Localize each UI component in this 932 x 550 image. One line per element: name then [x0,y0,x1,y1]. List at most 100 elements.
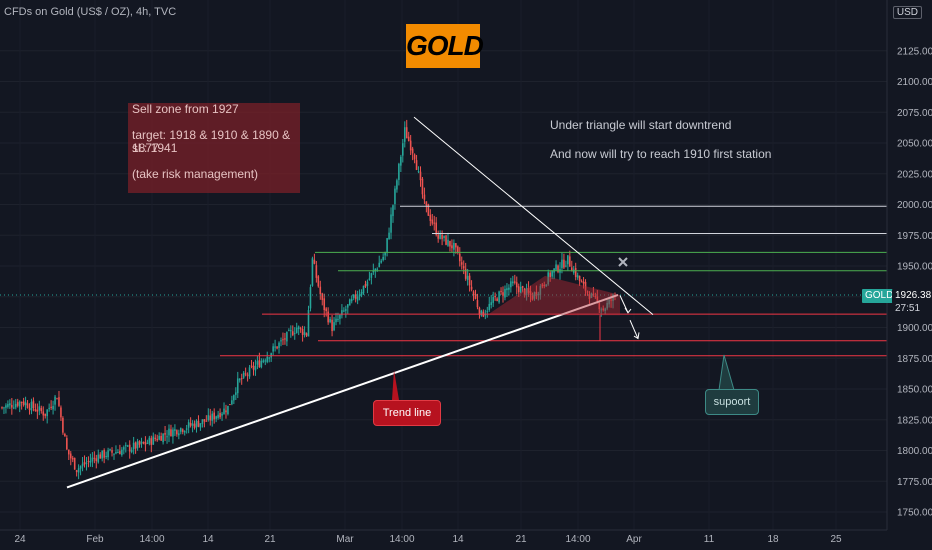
candle-body [87,461,90,463]
candle-body [400,156,402,166]
candle-body [207,415,210,420]
time-tick-label: 14:00 [139,534,164,545]
candle-body [403,127,406,142]
descending-line [413,116,654,315]
candle-body [362,285,365,294]
candle-body [443,235,445,239]
candle-body [600,309,603,311]
candle-body [164,433,166,435]
price-tick-label: 1825.00 [897,415,932,426]
candle-body [28,408,31,410]
candle-body [191,423,194,426]
candle-body [124,445,127,447]
price-tick-label: 1750.00 [897,508,932,519]
gold-title-badge: GOLD [406,24,484,68]
candle-body [409,140,412,151]
candle-body [105,456,107,458]
price-tick-label: 1900.00 [897,323,932,334]
candle-body [537,294,540,296]
candle-body [376,268,379,270]
candle-body [388,232,390,240]
candle-body [12,407,15,409]
candle-body [295,327,298,333]
candle-body [437,234,439,239]
candle-body [343,310,345,312]
candle-body [584,281,587,291]
candle-body [531,294,534,300]
time-axis: 24 Feb 14:00 14 21 Mar 14:00 14 21 14:00 Apr 11 18 25 [0,529,887,545]
candle-body [187,422,190,428]
bar-countdown: 27:51 [892,302,932,316]
candle-body [46,409,48,417]
candle-body [305,333,308,336]
sell-zone-line: Sell zone from 1927 [132,102,239,116]
candle-body [468,275,471,286]
candle-body [335,318,337,323]
candle-body [478,307,481,315]
time-tick-label: 25 [830,534,842,545]
candle-body [360,291,363,296]
candle-body [392,205,394,217]
candle-body [288,330,290,332]
candle-body [221,413,223,416]
candle-body [425,201,428,206]
candle-body [417,171,420,173]
candle-body [433,222,436,224]
candle-body [156,438,159,441]
candle-body [423,194,426,200]
candle-body [113,453,115,455]
candle-body [457,246,459,253]
candle-body [592,293,595,295]
candle-body [337,318,339,320]
candle-body [158,435,160,440]
candle-body [372,270,375,273]
last-price-tag: 1926.38 [892,289,932,303]
projection-arrow [629,319,639,339]
candle-body [569,256,571,267]
currency-button[interactable]: USD [892,6,922,19]
candle-body [244,373,247,375]
candle-body [356,296,359,301]
candle-body [327,311,329,323]
candle-body [555,264,557,270]
candle-body [276,346,278,349]
candle-body [519,286,522,294]
candle-body [317,276,320,287]
candle-body [378,262,381,268]
candle-body [284,338,286,340]
trend-line [66,293,619,489]
candle-body [14,403,17,408]
time-tick-label: 18 [767,534,779,545]
candle-body [60,407,62,418]
candle-body [189,422,192,426]
candle-body [215,416,217,419]
candle-body [472,291,475,295]
sell-zone-line: sl.: 1941 [132,141,178,155]
candle-body [140,441,143,444]
candle-body [506,288,508,291]
candle-body [85,462,88,464]
candle-body [441,234,443,240]
candle-body [293,333,296,335]
sell-zone-line: (take risk management) [132,167,259,181]
candle-body [272,346,274,352]
candle-body [254,365,257,371]
time-tick-label: 14 [452,534,464,545]
time-tick-label: 21 [264,534,276,545]
candle-body [248,367,251,377]
candle-body [435,222,438,235]
time-tick-label: 14 [202,534,214,545]
candle-body [44,413,47,416]
candle-body [386,238,388,252]
candle-body [205,420,208,422]
candle-body [494,295,496,298]
candle-body [213,412,215,420]
candle-body [307,310,310,337]
candle-body [7,404,9,407]
candle-body [529,291,532,295]
candle-body [358,294,361,297]
candle-body [291,331,294,336]
candle-body [535,291,538,297]
candle-body [563,259,565,268]
